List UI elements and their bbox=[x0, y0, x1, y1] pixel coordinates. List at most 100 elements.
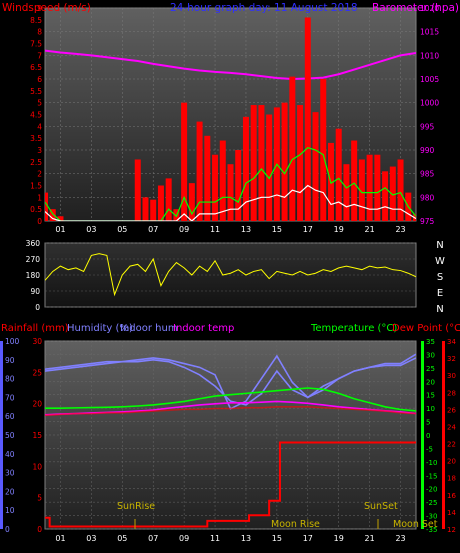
dewpoint-tick-label: 30 bbox=[447, 372, 456, 380]
windspeed-tick-label: 2.5 bbox=[30, 158, 42, 167]
dewpoint-axis-bar bbox=[442, 341, 445, 529]
temperature-tick-label: 25 bbox=[426, 365, 435, 373]
windspeed-tick-label: 6 bbox=[37, 75, 42, 84]
windspeed-bar bbox=[320, 79, 327, 221]
temperature-tick-label: -30 bbox=[426, 513, 437, 521]
humidity-tick-label: 80 bbox=[5, 375, 15, 384]
hour-tick-label: 23 bbox=[395, 225, 405, 234]
hour-tick-label: 15 bbox=[272, 225, 282, 234]
windspeed-bar bbox=[242, 116, 249, 221]
barometer-tick-label: 1015 bbox=[420, 28, 439, 37]
dewpoint-tick-label: 26 bbox=[447, 406, 456, 414]
compass-label: N bbox=[436, 240, 443, 251]
hour-tick-label: 15 bbox=[272, 534, 282, 543]
hour-tick-label: 05 bbox=[117, 534, 127, 543]
humidity-tick-label: 10 bbox=[5, 506, 15, 515]
hour-tick-label: 09 bbox=[179, 225, 189, 234]
hour-tick-label: 05 bbox=[117, 225, 127, 234]
humidity-tick-label: 60 bbox=[5, 412, 15, 421]
windspeed-bar bbox=[343, 164, 350, 221]
temperature-tick-label: -20 bbox=[426, 486, 437, 494]
dewpoint-tick-label: 32 bbox=[447, 355, 456, 363]
windspeed-tick-label: 5.5 bbox=[30, 87, 42, 96]
temperature-title: Temperature (°C) bbox=[310, 323, 397, 334]
compass-label: N bbox=[436, 304, 443, 315]
windspeed-bar bbox=[235, 150, 242, 221]
rainfall-tick-label: 0 bbox=[37, 525, 42, 534]
hour-tick-label: 17 bbox=[303, 534, 313, 543]
windspeed-bar bbox=[366, 154, 373, 221]
windspeed-bar bbox=[389, 166, 396, 221]
barometer-tick-label: 1010 bbox=[420, 51, 439, 60]
temperature-tick-label: -15 bbox=[426, 472, 437, 480]
hour-tick-label: 19 bbox=[334, 534, 344, 543]
windspeed-axis: 0 0.5 1 1.5 2 2.5 3 3.5 4 4.5 5 5.5 6 6.5 7 7.5 8 8.5 9 bbox=[30, 4, 42, 226]
humidity-axis: 0 10 20 30 40 50 60 70 80 90 100 bbox=[5, 337, 20, 534]
windspeed-bar bbox=[181, 102, 188, 221]
barometer-series bbox=[45, 49, 416, 81]
windspeed-bar bbox=[374, 154, 381, 221]
windspeed-tick-label: 5 bbox=[37, 99, 42, 108]
windspeed-bar bbox=[57, 216, 64, 221]
direction-tick-label: 90 bbox=[30, 287, 40, 296]
windspeed-bar bbox=[351, 140, 358, 221]
rainfall-title: Rainfall (mm) bbox=[1, 323, 69, 334]
windspeed-bar bbox=[49, 209, 56, 221]
hour-tick-label: 19 bbox=[334, 225, 344, 234]
temperature-series bbox=[45, 353, 416, 528]
windspeed-tick-label: 9 bbox=[37, 4, 42, 13]
indoor-hum-title: Indoor hum bbox=[120, 323, 178, 334]
dewpoint-tick-label: 14 bbox=[447, 509, 456, 517]
dewpoint-axis: 12 14 16 18 20 22 24 26 28 30 32 34 bbox=[447, 338, 456, 534]
temperature-tick-label: -25 bbox=[426, 499, 437, 507]
humidity-tick-label: 20 bbox=[5, 487, 15, 496]
windspeed-bar bbox=[266, 114, 273, 221]
hour-tick-label: 23 bbox=[395, 534, 405, 543]
hour-tick-label: 03 bbox=[86, 225, 96, 234]
temperature-tick-label: 0 bbox=[426, 432, 430, 440]
rainfall-tick-label: 20 bbox=[32, 400, 42, 409]
windspeed-bar bbox=[165, 178, 172, 221]
wind-gust-line bbox=[45, 146, 416, 221]
humidity-tick-label: 40 bbox=[5, 450, 15, 459]
graph-title: 24-hour graph day: 11 August 2018 bbox=[170, 2, 358, 14]
windspeed-bar bbox=[204, 135, 211, 221]
windspeed-tick-label: 2 bbox=[37, 170, 42, 179]
direction-tick-label: 270 bbox=[26, 255, 41, 264]
humidity-tick-label: 70 bbox=[5, 393, 15, 402]
windspeed-bar bbox=[358, 159, 365, 221]
temperature-tick-label: -10 bbox=[426, 459, 437, 467]
temperature-tick-label: 20 bbox=[426, 378, 435, 386]
rainfall-line bbox=[45, 441, 416, 528]
barometer-tick-label: 985 bbox=[420, 170, 435, 179]
humidity-title: Humidity (%) bbox=[67, 323, 133, 334]
dewpoint-tick-label: 18 bbox=[447, 475, 456, 483]
compass-label: S bbox=[437, 272, 443, 283]
compass-label: W bbox=[435, 256, 445, 267]
windspeed-bar bbox=[297, 105, 304, 221]
windspeed-bar bbox=[281, 102, 288, 221]
temperature-tick-label: -35 bbox=[426, 526, 437, 534]
windspeed-series bbox=[45, 17, 416, 221]
direction-tick-label: 0 bbox=[35, 303, 40, 312]
windspeed-tick-label: 3.5 bbox=[30, 134, 42, 143]
windspeed-bar bbox=[134, 159, 141, 221]
humidity-tick-label: 0 bbox=[5, 525, 10, 534]
sunrise-label: SunRise bbox=[117, 501, 155, 512]
windspeed-bar bbox=[250, 105, 257, 221]
windspeed-bar bbox=[382, 171, 389, 221]
rainfall-tick-label: 25 bbox=[32, 368, 42, 377]
hour-tick-label: 21 bbox=[365, 534, 375, 543]
humidity-tick-label: 90 bbox=[5, 356, 15, 365]
temperature-tick-label: 10 bbox=[426, 405, 435, 413]
hour-tick-label: 13 bbox=[241, 225, 251, 234]
humidity-tick-label: 50 bbox=[5, 431, 15, 440]
temperature-axis-bar bbox=[421, 341, 424, 529]
compass-label: E bbox=[437, 288, 443, 299]
sunset-label: SunSet bbox=[364, 501, 398, 512]
dewpoint-tick-label: 28 bbox=[447, 389, 456, 397]
windspeed-tick-label: 4.5 bbox=[30, 111, 42, 120]
